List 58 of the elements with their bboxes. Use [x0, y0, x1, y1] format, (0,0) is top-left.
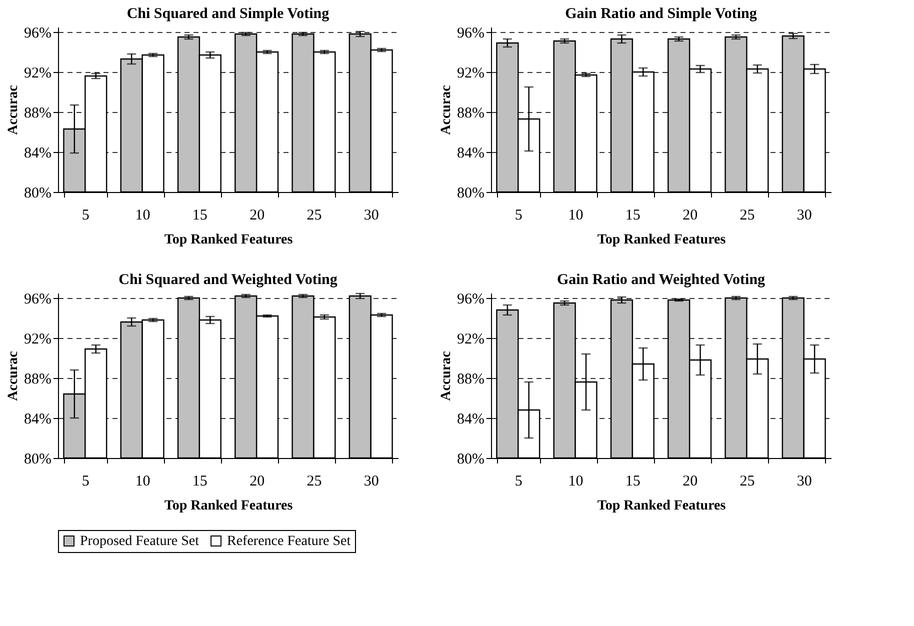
x-tick-label: 25: [740, 474, 755, 490]
x-tick-label: 20: [682, 474, 698, 490]
y-axis-title: Accurac: [439, 85, 454, 135]
legend-label: Proposed Feature Set: [80, 534, 200, 549]
y-axis-title: Accurac: [6, 351, 22, 401]
x-tick-label: 30: [796, 474, 812, 490]
x-tick-label: 25: [306, 474, 322, 490]
x-tick-label: 10: [568, 474, 584, 490]
x-tick-label: 10: [135, 208, 150, 224]
y-tick-label: 80%: [24, 452, 52, 468]
y-tick-label: 96%: [457, 26, 484, 42]
x-tick-label: 25: [740, 208, 755, 224]
x-tick-label: 5: [82, 208, 90, 224]
x-axis-title: Top Ranked Features: [597, 232, 726, 248]
y-axis-title: Accurac: [439, 351, 454, 401]
legend-label: Reference Feature Set: [227, 534, 351, 549]
x-tick-label: 15: [192, 474, 208, 490]
y-tick-label: 80%: [457, 186, 484, 202]
x-tick-label: 30: [796, 208, 812, 224]
x-tick-label: 20: [682, 208, 698, 224]
x-tick-label: 25: [306, 208, 322, 224]
y-tick-label: 84%: [24, 412, 52, 428]
y-tick-label: 92%: [24, 66, 52, 82]
y-tick-label: 88%: [24, 372, 52, 388]
y-tick-label: 96%: [24, 26, 52, 42]
y-tick-label: 96%: [24, 292, 52, 308]
chart-title: Gain Ratio and Simple Voting: [565, 6, 758, 22]
y-tick-label: 80%: [24, 186, 52, 202]
y-tick-label: 80%: [457, 452, 484, 468]
y-tick-label: 88%: [457, 372, 484, 388]
x-tick-label: 15: [192, 208, 208, 224]
x-tick-label: 30: [364, 474, 379, 490]
y-tick-label: 84%: [457, 146, 484, 162]
x-tick-label: 5: [514, 474, 522, 490]
x-tick-label: 10: [568, 208, 584, 224]
x-tick-label: 15: [625, 208, 640, 224]
x-tick-label: 5: [82, 474, 90, 490]
x-tick-label: 15: [625, 474, 640, 490]
y-tick-label: 92%: [457, 332, 484, 348]
y-tick-label: 92%: [24, 332, 52, 348]
chart-title: Chi Squared and Simple Voting: [126, 6, 330, 22]
x-tick-label: 30: [364, 208, 379, 224]
y-tick-label: 88%: [457, 106, 484, 122]
x-axis-title: Top Ranked Features: [597, 498, 726, 514]
x-tick-label: 20: [250, 474, 265, 490]
y-axis-title: Accurac: [6, 85, 22, 135]
y-tick-label: 96%: [457, 292, 484, 308]
x-tick-label: 10: [135, 474, 150, 490]
y-tick-label: 84%: [24, 146, 52, 162]
x-axis-title: Top Ranked Features: [164, 498, 294, 514]
chart-title: Gain Ratio and Weighted Voting: [556, 272, 766, 288]
x-axis-title: Top Ranked Features: [164, 232, 294, 248]
y-tick-label: 92%: [457, 66, 484, 82]
x-tick-label: 20: [250, 208, 265, 224]
y-tick-label: 88%: [24, 106, 52, 122]
y-tick-label: 84%: [457, 412, 484, 428]
x-tick-label: 5: [514, 208, 522, 224]
chart-title: Chi Squared and Weighted Voting: [118, 272, 338, 288]
